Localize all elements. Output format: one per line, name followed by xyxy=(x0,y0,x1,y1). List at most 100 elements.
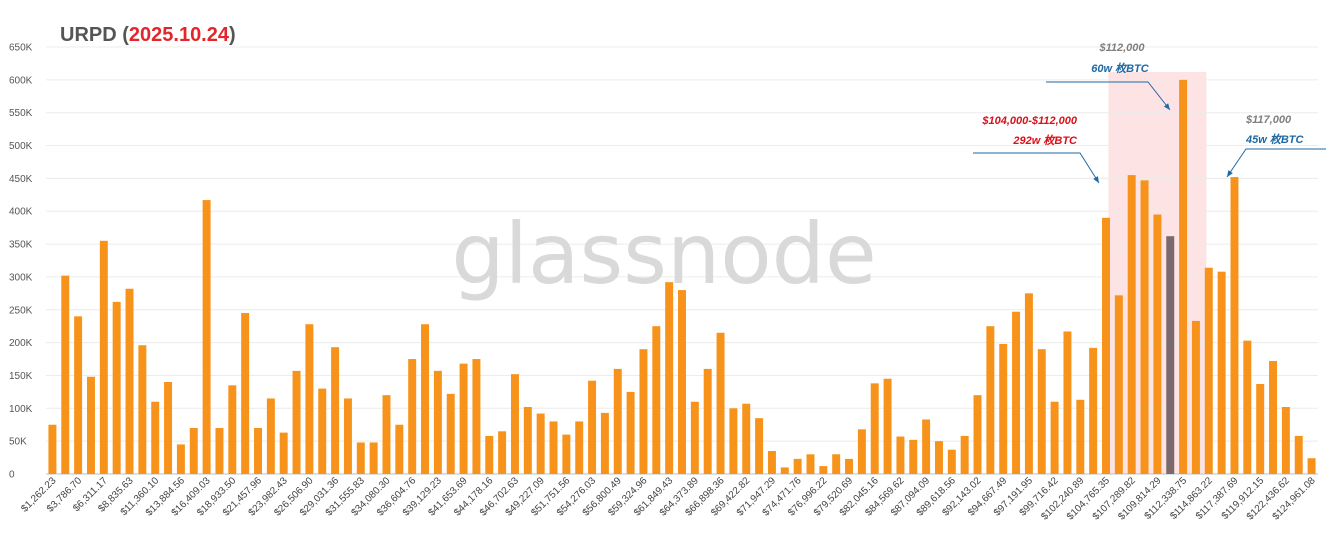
y-tick-label: 250K xyxy=(9,305,33,316)
bar xyxy=(755,418,764,474)
bar xyxy=(408,359,417,474)
bar xyxy=(1127,175,1136,474)
annotation-arrowhead xyxy=(1163,103,1170,110)
bar xyxy=(241,313,250,474)
bar xyxy=(639,349,648,474)
bar xyxy=(626,391,635,474)
annotation-112k-price: $112,000 xyxy=(1098,42,1145,54)
x-axis-ticks: $1,262.23$3,786.70$6,311.17$8,835.63$11,… xyxy=(19,475,1318,522)
chart-title-prefix: URPD ( xyxy=(60,24,129,46)
y-tick-label: 400K xyxy=(9,207,33,218)
bar xyxy=(1307,458,1316,474)
bar xyxy=(857,429,866,474)
bar xyxy=(189,428,198,474)
bar xyxy=(86,376,95,474)
bar xyxy=(1204,267,1213,474)
bar xyxy=(176,444,185,474)
bar xyxy=(690,401,699,474)
bar xyxy=(1191,320,1200,474)
bar xyxy=(960,435,969,474)
bar xyxy=(446,393,455,474)
bar xyxy=(934,441,943,474)
bar xyxy=(279,432,288,474)
bar xyxy=(1269,361,1278,474)
bar xyxy=(523,406,532,474)
bar-layer xyxy=(48,79,1316,475)
bar xyxy=(1153,214,1162,474)
bar xyxy=(1089,347,1098,474)
bar xyxy=(151,401,160,474)
bar xyxy=(1024,293,1033,474)
annotation-range-price: $104,000-$112,000 xyxy=(981,115,1077,127)
y-tick-label: 350K xyxy=(9,240,33,251)
bar xyxy=(395,424,404,474)
annotation-leader-line xyxy=(1046,81,1171,111)
bar xyxy=(832,454,841,474)
bar xyxy=(164,382,173,474)
bar xyxy=(1256,384,1265,474)
annotation-112k-amount: 60w 枚BTC xyxy=(1091,62,1150,75)
bar xyxy=(678,290,686,474)
bar xyxy=(331,347,340,474)
bar xyxy=(588,380,597,474)
bar xyxy=(61,275,70,474)
annotation-arrowhead xyxy=(1227,170,1233,177)
chart-title-suffix: ) xyxy=(229,24,236,46)
bar xyxy=(780,467,789,474)
bar xyxy=(986,326,995,474)
bar xyxy=(125,288,134,474)
bar xyxy=(1294,435,1303,474)
bar xyxy=(819,466,828,474)
y-tick-label: 600K xyxy=(9,75,33,86)
bar xyxy=(1102,217,1110,475)
bar xyxy=(138,345,147,474)
bar xyxy=(999,343,1008,474)
bar xyxy=(806,454,815,474)
bar xyxy=(99,240,108,474)
bar xyxy=(1230,177,1239,474)
y-tick-label: 150K xyxy=(9,371,33,382)
annotation-arrowhead xyxy=(1093,176,1099,183)
bar xyxy=(305,324,314,474)
bar xyxy=(716,332,725,474)
y-tick-label: 550K xyxy=(9,108,33,119)
bar xyxy=(485,435,494,474)
bar xyxy=(600,412,609,474)
bar xyxy=(1166,236,1175,474)
bar xyxy=(472,359,481,474)
bar xyxy=(742,403,751,474)
bar xyxy=(215,428,224,474)
bar xyxy=(318,388,327,474)
y-tick-label: 0 xyxy=(9,470,15,481)
bar xyxy=(767,451,776,474)
watermark: glassnode xyxy=(451,205,876,303)
y-tick-label: 300K xyxy=(9,272,33,283)
annotation-leader-line xyxy=(973,152,1100,184)
annotation-range-amount: 292w 枚BTC xyxy=(1012,134,1078,147)
bar xyxy=(703,368,712,474)
annotation-117k-price: $117,000 xyxy=(1245,114,1292,126)
y-axis-ticks: 0 50K 100K 150K 200K 250K 300K 350K 400K 450K 500K… xyxy=(9,43,33,481)
annotation-layer: $104,000-$112,000 292w 枚BTC $112,000 60w 枚B… xyxy=(973,42,1326,184)
bar xyxy=(1012,311,1021,474)
bar xyxy=(1114,295,1123,474)
bar xyxy=(909,439,918,474)
bar xyxy=(922,419,931,474)
bar xyxy=(883,378,892,474)
bar xyxy=(421,324,430,474)
bar xyxy=(1037,349,1046,474)
bar xyxy=(613,368,622,474)
y-tick-label: 500K xyxy=(9,141,33,152)
bar xyxy=(1179,79,1188,474)
bar xyxy=(228,385,237,474)
bar xyxy=(510,374,519,474)
bar xyxy=(343,398,352,474)
chart-title: URPD (2025.10.24) xyxy=(60,24,236,46)
bar xyxy=(652,326,661,474)
bar xyxy=(947,449,956,474)
y-tick-label: 100K xyxy=(9,404,33,415)
bar xyxy=(48,424,57,474)
bar xyxy=(74,316,83,474)
bar xyxy=(870,383,879,474)
